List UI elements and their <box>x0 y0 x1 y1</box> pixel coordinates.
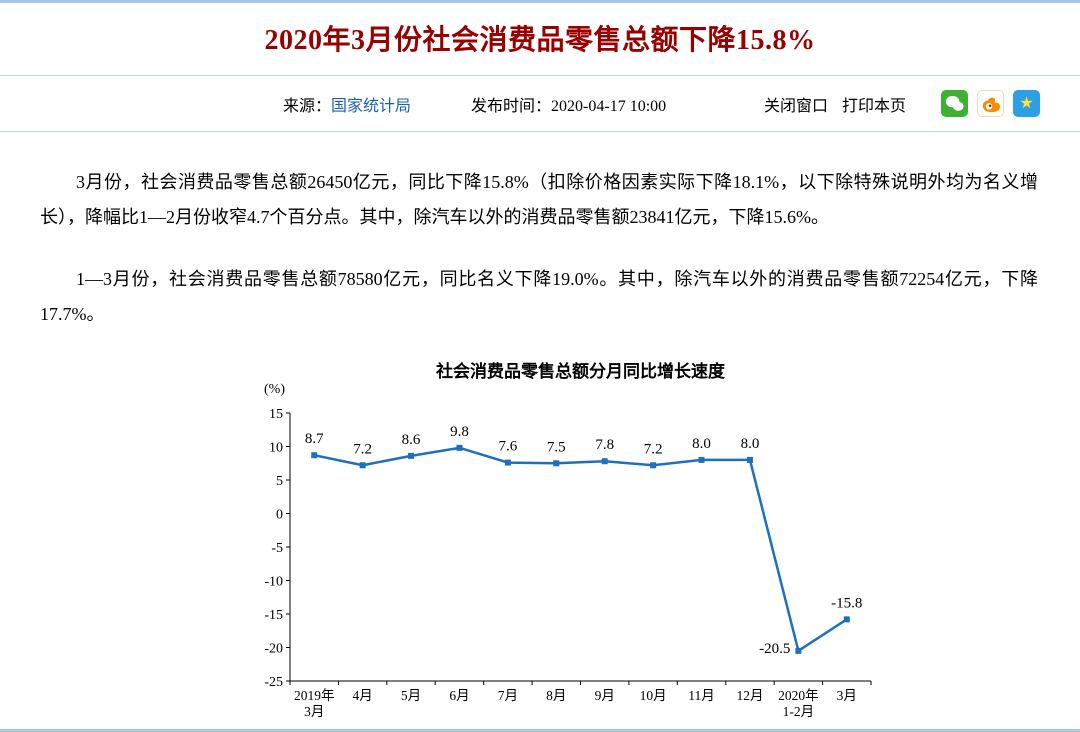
svg-text:-10: -10 <box>264 575 283 590</box>
weibo-share-icon[interactable] <box>977 90 1004 117</box>
svg-text:7.5: 7.5 <box>547 440 566 456</box>
svg-text:-15.8: -15.8 <box>831 596 862 612</box>
svg-text:3月: 3月 <box>304 704 324 719</box>
article-body: 3月份，社会消费品零售总额26450亿元，同比下降15.8%（扣除价格因素实际下… <box>0 132 1080 332</box>
svg-text:5月: 5月 <box>401 688 421 703</box>
close-window-link[interactable]: 关闭窗口 <box>763 97 828 115</box>
svg-text:9月: 9月 <box>595 688 615 703</box>
wechat-share-icon[interactable] <box>941 90 968 117</box>
svg-text:9.8: 9.8 <box>450 424 469 440</box>
meta-bar: 来源：国家统计局 发布时间：2020-04-17 10:00 关闭窗口 打印本页… <box>0 75 1080 132</box>
svg-text:7.8: 7.8 <box>595 438 614 454</box>
source-label: 来源： <box>283 97 332 115</box>
svg-text:11月: 11月 <box>688 688 715 703</box>
svg-text:3月: 3月 <box>837 688 857 703</box>
qzone-favorite-icon[interactable]: ★ <box>1013 90 1040 117</box>
svg-text:8月: 8月 <box>546 688 566 703</box>
svg-text:15: 15 <box>269 407 283 422</box>
paragraph-1: 3月份，社会消费品零售总额26450亿元，同比下降15.8%（扣除价格因素实际下… <box>40 172 1038 228</box>
print-page-link[interactable]: 打印本页 <box>841 97 906 115</box>
svg-text:7.6: 7.6 <box>499 439 518 455</box>
svg-text:7月: 7月 <box>498 688 518 703</box>
line-chart-canvas: 社会消费品零售总额分月同比增长速度 (%) 15 10 5 0 -5 -10 -15 -20 -25… <box>264 361 872 719</box>
svg-text:1-2月: 1-2月 <box>783 704 815 719</box>
svg-text:-15: -15 <box>264 608 283 623</box>
meta-actions: 关闭窗口 打印本页 ★ <box>764 90 1040 117</box>
source: 来源：国家统计局 <box>283 92 411 116</box>
svg-text:2020年: 2020年 <box>778 688 819 703</box>
retail-sales-chart: 社会消费品零售总额分月同比增长速度 (%) 15 10 5 0 -5 -10 -15 -20 -25… <box>250 359 1080 726</box>
svg-text:10: 10 <box>269 441 283 456</box>
svg-text:8.7: 8.7 <box>305 432 324 448</box>
publish-label: 发布时间： <box>471 97 552 115</box>
source-link[interactable]: 国家统计局 <box>331 97 412 115</box>
share-icons: ★ <box>932 90 1040 117</box>
svg-text:-5: -5 <box>271 541 283 556</box>
svg-text:-25: -25 <box>264 675 283 690</box>
svg-text:2019年: 2019年 <box>294 688 335 703</box>
svg-text:10月: 10月 <box>640 688 667 703</box>
svg-text:-20: -20 <box>264 642 283 657</box>
svg-text:5: 5 <box>276 474 283 489</box>
svg-text:6月: 6月 <box>449 688 469 703</box>
paragraph-2: 1—3月份，社会消费品零售总额78580亿元，同比名义下降19.0%。其中，除汽… <box>40 269 1038 325</box>
svg-text:7.2: 7.2 <box>644 442 663 458</box>
publish-value: 2020-04-17 10:00 <box>551 97 667 115</box>
svg-text:8.0: 8.0 <box>692 436 711 452</box>
weibo-eye-icon <box>982 97 1001 113</box>
svg-text:0: 0 <box>276 508 283 523</box>
svg-text:-20.5: -20.5 <box>759 641 790 657</box>
page-title: 2020年3月份社会消费品零售总额下降15.8% <box>264 25 816 56</box>
wechat-bubbles-icon <box>945 95 964 111</box>
svg-text:4月: 4月 <box>353 688 373 703</box>
svg-text:12月: 12月 <box>736 688 763 703</box>
svg-text:社会消费品零售总额分月同比增长速度: 社会消费品零售总额分月同比增长速度 <box>435 361 726 381</box>
publish-time: 发布时间：2020-04-17 10:00 <box>471 92 666 116</box>
svg-text:(%): (%) <box>264 382 285 397</box>
svg-text:8.0: 8.0 <box>741 436 760 452</box>
svg-text:8.6: 8.6 <box>402 432 421 448</box>
svg-text:7.2: 7.2 <box>353 442 372 458</box>
